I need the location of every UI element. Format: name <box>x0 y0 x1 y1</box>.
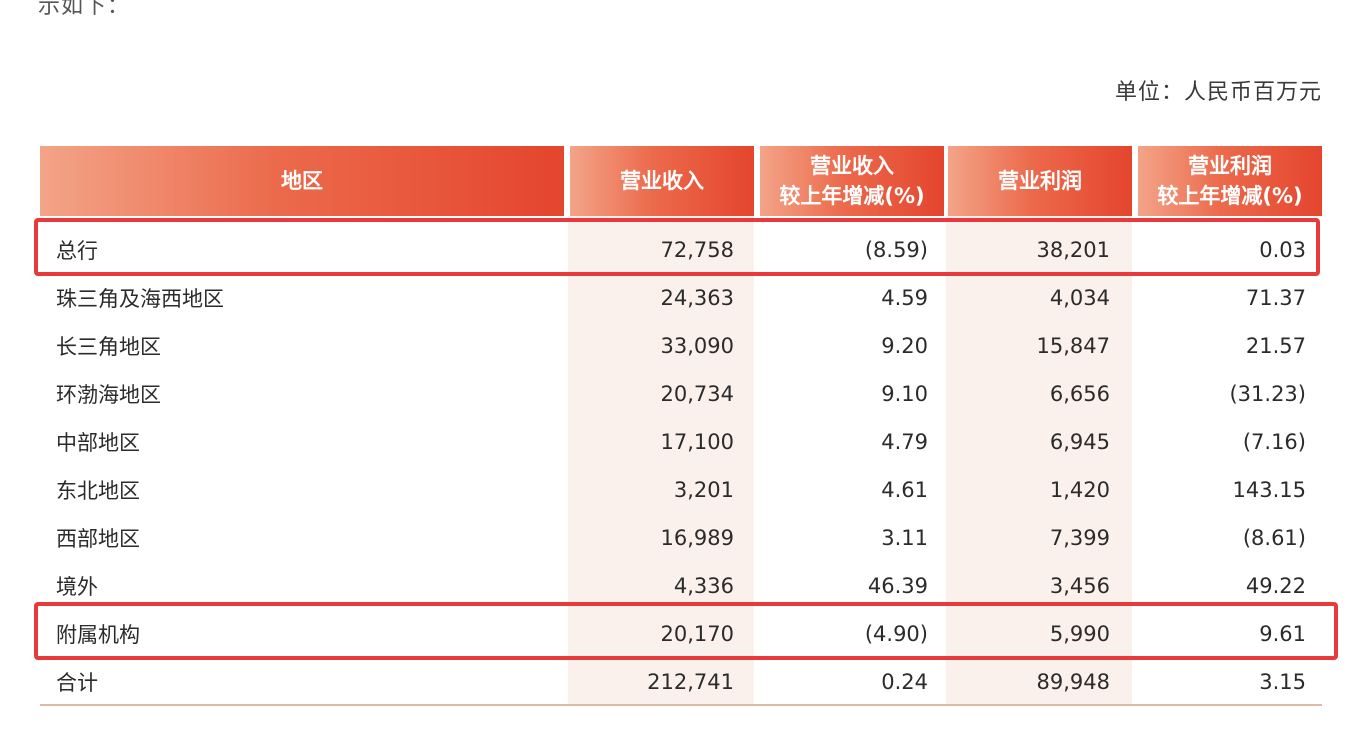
table-row: 总行 72,758 (8.59) 38,201 0.03 <box>40 226 1322 274</box>
header-revenue-change: 营业收入 较上年增减(%) <box>760 146 944 216</box>
revenue-cell: 72,758 <box>660 238 734 262</box>
table-row: 珠三角及海西地区 24,363 4.59 4,034 71.37 <box>40 274 1322 322</box>
profit-column-band <box>946 216 1132 704</box>
region-cell: 境外 <box>56 575 98 599</box>
profit-change-cell: (8.61) <box>1242 526 1306 550</box>
revenue-cell: 3,201 <box>673 478 734 502</box>
header-revenue: 营业收入 <box>570 146 754 216</box>
region-cell: 总行 <box>56 239 98 263</box>
profit-change-cell: 143.15 <box>1232 478 1306 502</box>
unit-label: 单位：人民币百万元 <box>1114 80 1322 105</box>
header-profit: 营业利润 <box>948 146 1132 216</box>
table-row: 合计 212,741 0.24 89,948 3.15 <box>40 658 1322 706</box>
region-cell: 东北地区 <box>56 479 140 503</box>
table-row: 西部地区 16,989 3.11 7,399 (8.61) <box>40 514 1322 562</box>
profit-change-cell: 0.03 <box>1259 238 1306 262</box>
revenue-change-cell: (4.90) <box>864 622 928 646</box>
profit-change-cell: (7.16) <box>1242 430 1306 454</box>
table-row: 东北地区 3,201 4.61 1,420 143.15 <box>40 466 1322 514</box>
revenue-change-cell: 0.24 <box>881 670 928 694</box>
profit-cell: 89,948 <box>1036 670 1110 694</box>
profit-cell: 15,847 <box>1036 334 1110 358</box>
highlight-box <box>34 218 1320 276</box>
profit-cell: 1,420 <box>1049 478 1110 502</box>
region-cell: 西部地区 <box>56 527 140 551</box>
preceding-text-fragment: 示如下： <box>38 0 131 19</box>
revenue-change-cell: 4.79 <box>881 430 928 454</box>
table-row: 环渤海地区 20,734 9.10 6,656 (31.23) <box>40 370 1322 418</box>
profit-cell: 38,201 <box>1036 238 1110 262</box>
region-cell: 长三角地区 <box>56 335 161 359</box>
region-cell: 中部地区 <box>56 431 140 455</box>
highlight-box <box>34 602 1338 660</box>
profit-change-cell: 9.61 <box>1259 622 1306 646</box>
revenue-cell: 17,100 <box>660 430 734 454</box>
revenue-change-cell: 9.20 <box>881 334 928 358</box>
region-cell: 环渤海地区 <box>56 383 161 407</box>
revenue-cell: 212,741 <box>647 670 734 694</box>
revenue-cell: 4,336 <box>673 574 734 598</box>
table-row: 长三角地区 33,090 9.20 15,847 21.57 <box>40 322 1322 370</box>
profit-change-cell: 49.22 <box>1245 574 1306 598</box>
profit-cell: 6,945 <box>1049 430 1110 454</box>
profit-cell: 6,656 <box>1049 382 1110 406</box>
header-profit-change: 营业利润 较上年增减(%) <box>1138 146 1322 216</box>
profit-change-cell: 71.37 <box>1245 286 1306 310</box>
table-row: 中部地区 17,100 4.79 6,945 (7.16) <box>40 418 1322 466</box>
region-cell: 合计 <box>56 671 98 695</box>
revenue-column-band <box>568 216 754 704</box>
profit-cell: 3,456 <box>1049 574 1110 598</box>
profit-change-cell: (31.23) <box>1229 382 1306 406</box>
profit-change-cell: 3.15 <box>1259 670 1306 694</box>
region-cell: 附属机构 <box>56 623 140 647</box>
revenue-change-cell: 9.10 <box>881 382 928 406</box>
revenue-change-cell: (8.59) <box>864 238 928 262</box>
profit-cell: 4,034 <box>1049 286 1110 310</box>
revenue-change-cell: 4.61 <box>881 478 928 502</box>
revenue-cell: 20,170 <box>660 622 734 646</box>
table-row: 境外 4,336 46.39 3,456 49.22 <box>40 562 1322 610</box>
revenue-change-cell: 3.11 <box>881 526 928 550</box>
table-bottom-rule <box>40 704 1322 706</box>
profit-change-cell: 21.57 <box>1245 334 1306 358</box>
profit-cell: 5,990 <box>1049 622 1110 646</box>
revenue-cell: 33,090 <box>660 334 734 358</box>
revenue-change-cell: 46.39 <box>867 574 928 598</box>
revenue-cell: 16,989 <box>660 526 734 550</box>
revenue-change-cell: 4.59 <box>881 286 928 310</box>
profit-cell: 7,399 <box>1049 526 1110 550</box>
revenue-cell: 20,734 <box>660 382 734 406</box>
table-row: 附属机构 20,170 (4.90) 5,990 9.61 <box>40 610 1322 658</box>
header-region: 地区 <box>40 146 564 216</box>
region-cell: 珠三角及海西地区 <box>56 287 224 311</box>
revenue-cell: 24,363 <box>660 286 734 310</box>
